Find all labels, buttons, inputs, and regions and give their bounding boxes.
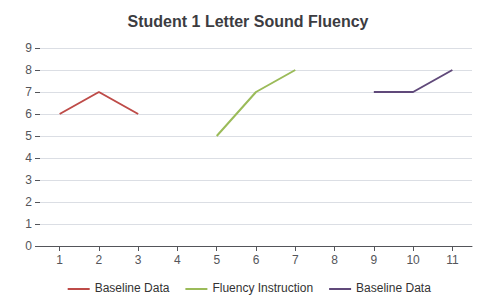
- svg-text:1: 1: [25, 217, 32, 231]
- svg-text:7: 7: [292, 253, 299, 267]
- svg-text:4: 4: [174, 253, 181, 267]
- svg-text:4: 4: [25, 151, 32, 165]
- svg-text:6: 6: [25, 107, 32, 121]
- svg-text:9: 9: [370, 253, 377, 267]
- svg-text:Baseline Data: Baseline Data: [356, 281, 431, 295]
- svg-text:Baseline Data: Baseline Data: [95, 281, 170, 295]
- svg-text:3: 3: [25, 173, 32, 187]
- svg-text:11: 11: [446, 253, 459, 267]
- svg-text:2: 2: [96, 253, 103, 267]
- svg-text:8: 8: [331, 253, 338, 267]
- svg-text:2: 2: [25, 195, 32, 209]
- svg-text:Student 1 Letter Sound Fluency: Student 1 Letter Sound Fluency: [128, 13, 369, 30]
- svg-text:0: 0: [25, 239, 32, 253]
- svg-text:7: 7: [25, 85, 32, 99]
- svg-text:3: 3: [135, 253, 142, 267]
- svg-text:6: 6: [253, 253, 260, 267]
- svg-text:Fluency Instruction: Fluency Instruction: [212, 281, 313, 295]
- svg-text:5: 5: [213, 253, 220, 267]
- svg-text:1: 1: [56, 253, 63, 267]
- svg-text:9: 9: [25, 41, 32, 55]
- svg-text:5: 5: [25, 129, 32, 143]
- svg-text:8: 8: [25, 63, 32, 77]
- svg-text:10: 10: [406, 253, 420, 267]
